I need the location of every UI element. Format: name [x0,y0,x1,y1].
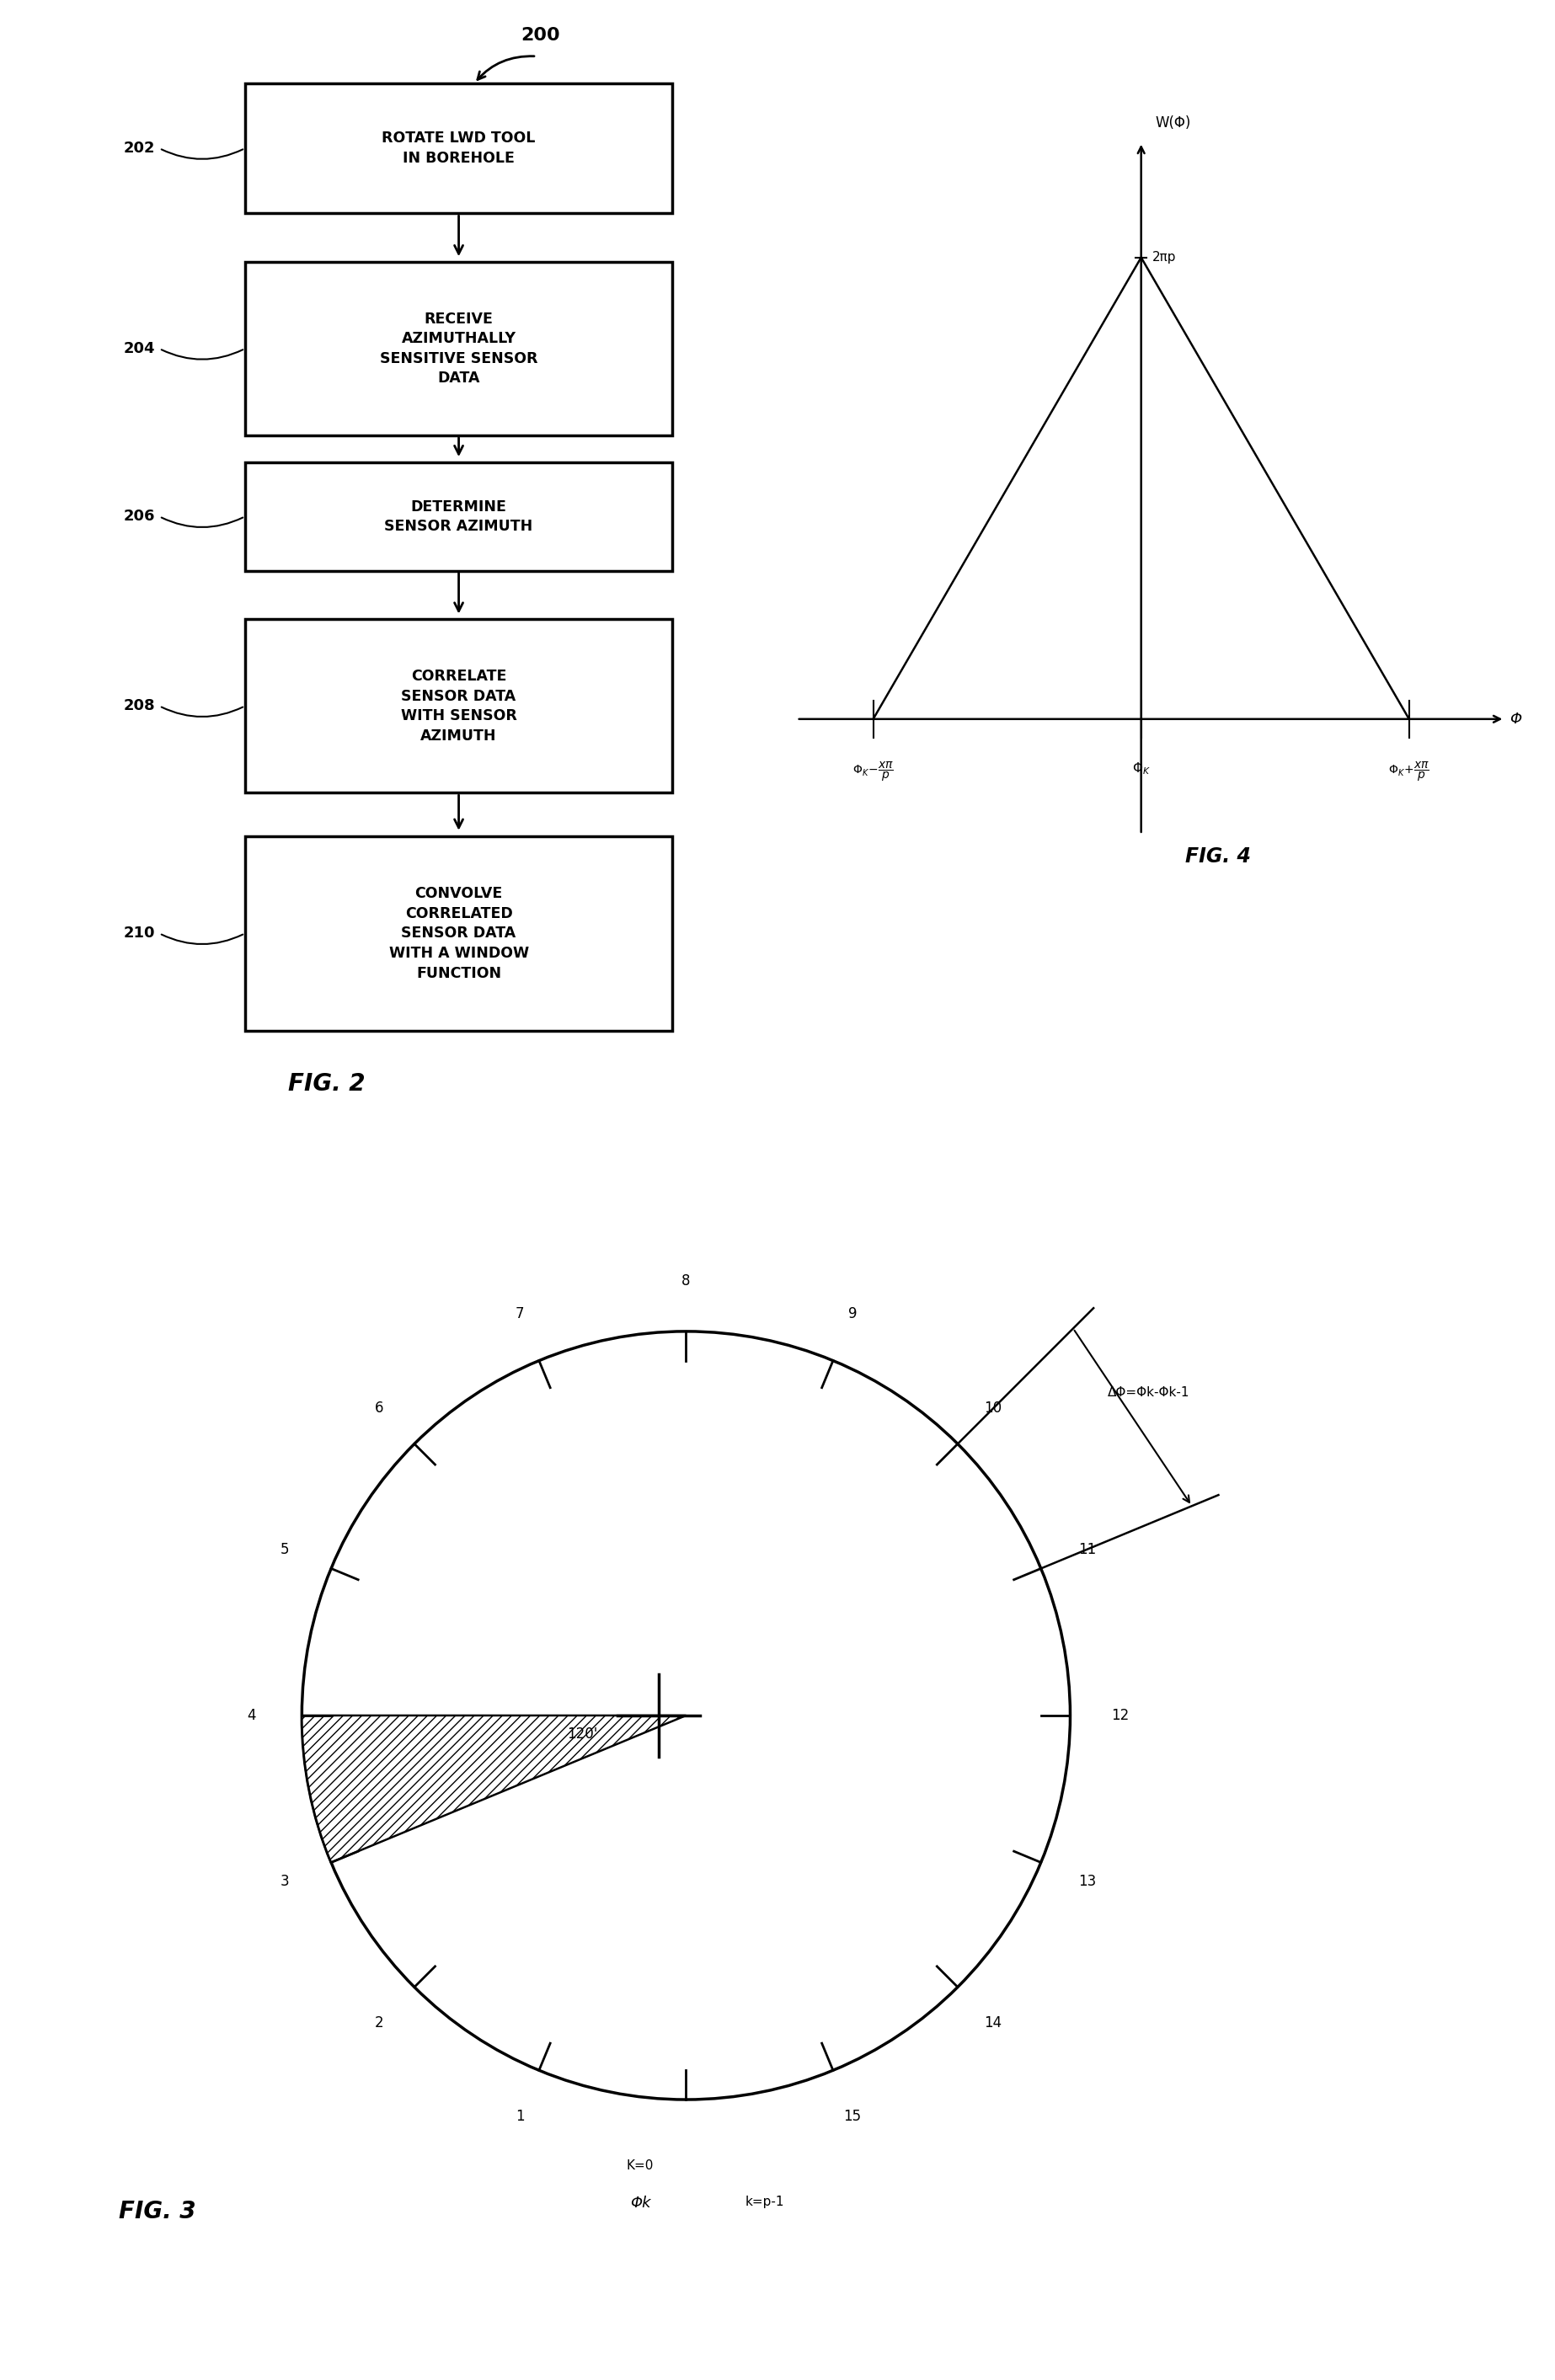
Text: 208: 208 [124,697,156,714]
Text: 10: 10 [984,1402,1001,1416]
Text: 204: 204 [124,340,156,357]
Text: 2πp: 2πp [1152,252,1177,264]
Text: $\Phi_K$: $\Phi_K$ [1132,762,1151,776]
Text: Φk: Φk [630,2197,650,2211]
FancyBboxPatch shape [246,619,673,793]
Text: 12: 12 [1112,1709,1129,1723]
Text: 206: 206 [124,509,156,524]
Text: Φ: Φ [1510,712,1521,726]
FancyBboxPatch shape [246,83,673,214]
Text: W(Φ): W(Φ) [1155,114,1191,131]
Text: 200: 200 [521,26,560,43]
Text: K=0: K=0 [627,2159,655,2171]
Text: 13: 13 [1079,1873,1096,1890]
Text: 8: 8 [681,1273,690,1288]
Text: DETERMINE
SENSOR AZIMUTH: DETERMINE SENSOR AZIMUTH [384,500,533,533]
Text: 3: 3 [280,1873,289,1890]
FancyBboxPatch shape [246,262,673,436]
Text: RECEIVE
AZIMUTHALLY
SENSITIVE SENSOR
DATA: RECEIVE AZIMUTHALLY SENSITIVE SENSOR DAT… [379,312,538,386]
Text: 1: 1 [515,2109,524,2125]
Text: 4: 4 [247,1709,257,1723]
Text: 5: 5 [280,1542,289,1557]
Text: 6: 6 [375,1402,383,1416]
Text: $\Phi_K\!+\!\dfrac{x\pi}{p}$: $\Phi_K\!+\!\dfrac{x\pi}{p}$ [1389,762,1429,783]
Text: 202: 202 [124,140,156,157]
Text: 14: 14 [984,2016,1001,2030]
Text: FIG. 2: FIG. 2 [288,1071,365,1095]
Text: 11: 11 [1079,1542,1096,1557]
FancyBboxPatch shape [246,462,673,571]
Text: CONVOLVE
CORRELATED
SENSOR DATA
WITH A WINDOW
FUNCTION: CONVOLVE CORRELATED SENSOR DATA WITH A W… [389,885,529,981]
Text: CORRELATE
SENSOR DATA
WITH SENSOR
AZIMUTH: CORRELATE SENSOR DATA WITH SENSOR AZIMUT… [401,669,516,743]
Text: FIG. 4: FIG. 4 [1185,847,1250,866]
Text: ΔΦ=Φk-Φk-1: ΔΦ=Φk-Φk-1 [1107,1385,1190,1399]
Text: 210: 210 [124,926,156,940]
Text: k=p-1: k=p-1 [745,2197,785,2209]
Text: 15: 15 [843,2109,861,2125]
Text: 2: 2 [375,2016,383,2030]
Polygon shape [302,1716,686,1864]
Text: 9: 9 [847,1307,857,1321]
Text: $\Phi_K\!-\!\dfrac{x\pi}{p}$: $\Phi_K\!-\!\dfrac{x\pi}{p}$ [852,762,894,783]
Text: ROTATE LWD TOOL
IN BOREHOLE: ROTATE LWD TOOL IN BOREHOLE [383,131,535,167]
Text: FIG. 3: FIG. 3 [118,2199,196,2223]
FancyBboxPatch shape [246,835,673,1031]
Text: 7: 7 [515,1307,524,1321]
Text: 120': 120' [568,1725,597,1742]
